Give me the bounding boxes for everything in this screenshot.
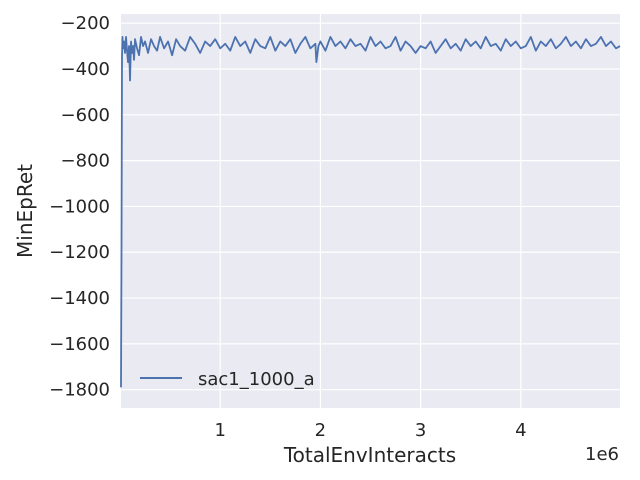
x-tick-label: 1 bbox=[214, 420, 225, 441]
series-lines bbox=[120, 36, 621, 388]
y-tick-label: −800 bbox=[61, 151, 110, 172]
y-tick-label: −1200 bbox=[49, 242, 110, 263]
y-axis-label: MinEpRet bbox=[13, 164, 37, 258]
y-tick-label: −1000 bbox=[49, 196, 110, 217]
x-axis-ticks: 1 2 3 4 bbox=[214, 420, 526, 441]
grid-lines bbox=[121, 14, 620, 408]
x-tick-label: 4 bbox=[515, 420, 526, 441]
y-tick-label: −400 bbox=[61, 59, 110, 80]
series-line-sac1-1000-a bbox=[120, 36, 621, 388]
plot-background bbox=[121, 14, 620, 408]
x-tick-label: 3 bbox=[415, 420, 426, 441]
y-tick-label: −1600 bbox=[49, 334, 110, 355]
x-axis-offset-label: 1e6 bbox=[585, 444, 619, 465]
x-tick-label: 2 bbox=[315, 420, 326, 441]
legend-label-sac1-1000-a: sac1_1000_a bbox=[198, 369, 315, 390]
y-tick-label: −1800 bbox=[49, 380, 110, 401]
y-tick-label: −600 bbox=[61, 105, 110, 126]
y-tick-label: −200 bbox=[61, 13, 110, 34]
y-tick-label: −1400 bbox=[49, 288, 110, 309]
x-axis-label: TotalEnvInteracts bbox=[283, 443, 456, 467]
legend: sac1_1000_a bbox=[140, 369, 315, 390]
y-axis-ticks: −1800 −1600 −1400 −1200 −1000 −800 −600 −400 −20… bbox=[49, 13, 110, 401]
